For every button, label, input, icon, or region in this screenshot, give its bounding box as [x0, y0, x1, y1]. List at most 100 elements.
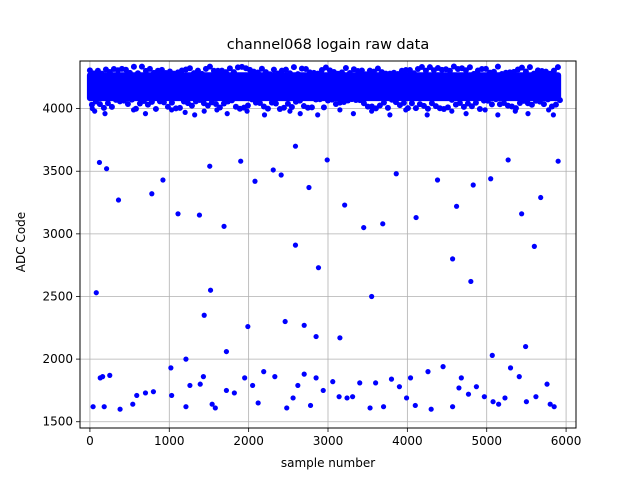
band-edge-point	[128, 96, 135, 103]
band-edge-point	[484, 97, 491, 104]
data-point	[142, 390, 149, 396]
band-fill	[86, 72, 562, 102]
band-edge-point	[126, 69, 133, 76]
data-point	[468, 278, 474, 285]
data-point	[224, 111, 230, 117]
band-edge-point	[280, 104, 287, 111]
data-point	[373, 380, 379, 386]
band-edge-point	[554, 64, 561, 71]
band-edge-point	[296, 97, 303, 104]
x-axis-label: sample number	[281, 456, 375, 470]
data-point	[306, 184, 312, 191]
band-edge-point	[266, 71, 273, 78]
data-point	[134, 392, 140, 399]
data-point	[538, 194, 544, 201]
data-point	[201, 312, 207, 318]
band-edge-point	[284, 100, 291, 107]
data-point	[212, 405, 218, 411]
data-point	[295, 382, 301, 389]
band-edge-point	[204, 102, 211, 109]
y-tick-label: 2000	[42, 352, 73, 366]
band-edge-point	[270, 66, 277, 73]
data-points	[89, 105, 561, 412]
band-edge-point	[328, 96, 335, 103]
band-edge-point	[244, 102, 251, 109]
y-axis-ticks: 1500 2000 2500 3000 3500 4000	[42, 102, 80, 429]
x-tick-label: 3000	[313, 434, 344, 448]
data-point	[272, 374, 278, 380]
data-point	[102, 111, 108, 117]
data-point	[465, 391, 472, 397]
data-point	[367, 405, 373, 411]
band-edge-point	[188, 102, 195, 109]
data-point	[344, 395, 350, 401]
data-point	[330, 379, 336, 385]
data-point	[187, 382, 193, 389]
band-edge-point	[264, 105, 271, 112]
data-point	[315, 265, 322, 271]
data-point	[117, 406, 123, 412]
data-point	[214, 107, 220, 113]
band-edge-point	[410, 70, 417, 77]
data-point	[100, 374, 106, 380]
data-point	[380, 404, 387, 410]
band-edge-point	[494, 63, 501, 70]
data-point	[292, 143, 299, 149]
band-edge-point	[272, 100, 279, 107]
data-point	[245, 323, 251, 330]
data-point	[519, 211, 525, 217]
band-edge-point	[490, 68, 497, 75]
band-edge-point	[212, 101, 219, 108]
data-point	[290, 395, 296, 401]
data-point	[531, 243, 537, 249]
band-edge-point	[556, 97, 563, 104]
band-edge-point	[444, 104, 451, 111]
data-point	[361, 224, 367, 231]
data-point	[481, 394, 487, 400]
band-edge-point	[320, 104, 327, 111]
data-point	[315, 112, 321, 118]
data-point	[512, 108, 518, 114]
data-point	[130, 401, 136, 407]
data-point	[350, 111, 356, 117]
data-point	[482, 107, 488, 113]
band-edge-point	[540, 101, 547, 108]
x-tick-label: 2000	[233, 434, 264, 448]
band-edge-point	[522, 68, 529, 75]
band-edge-point	[400, 99, 407, 106]
band-edge-point	[88, 101, 95, 108]
band-edge-point	[152, 105, 159, 112]
data-point	[502, 395, 508, 401]
data-point	[407, 375, 414, 381]
band-edge-point	[186, 65, 193, 72]
band-edge-point	[176, 104, 183, 111]
data-point	[490, 399, 496, 405]
data-point	[550, 112, 556, 118]
band-edge-point	[96, 101, 103, 108]
data-point	[313, 375, 319, 381]
data-point	[96, 159, 103, 166]
data-point	[555, 158, 561, 164]
data-point	[313, 333, 319, 340]
data-point	[428, 406, 434, 412]
band-edge-point	[308, 104, 315, 111]
band-edge-point	[108, 103, 115, 110]
band-edge-point	[124, 100, 131, 107]
data-point	[449, 404, 456, 410]
data-point	[175, 211, 181, 217]
band-edge-point	[448, 96, 455, 103]
chart-title: channel068 logain raw data	[227, 37, 429, 53]
data-point	[101, 404, 107, 410]
data-point	[403, 395, 410, 401]
data-point	[221, 223, 227, 229]
data-point	[196, 212, 203, 218]
data-point	[207, 163, 213, 169]
data-point	[369, 293, 375, 300]
data-point	[150, 389, 157, 395]
data-point	[201, 108, 207, 114]
data-point	[197, 381, 203, 387]
band-edge-point	[164, 103, 171, 110]
band-edge-point	[168, 99, 175, 106]
data-point	[244, 108, 250, 114]
band-edge-point	[408, 100, 415, 107]
